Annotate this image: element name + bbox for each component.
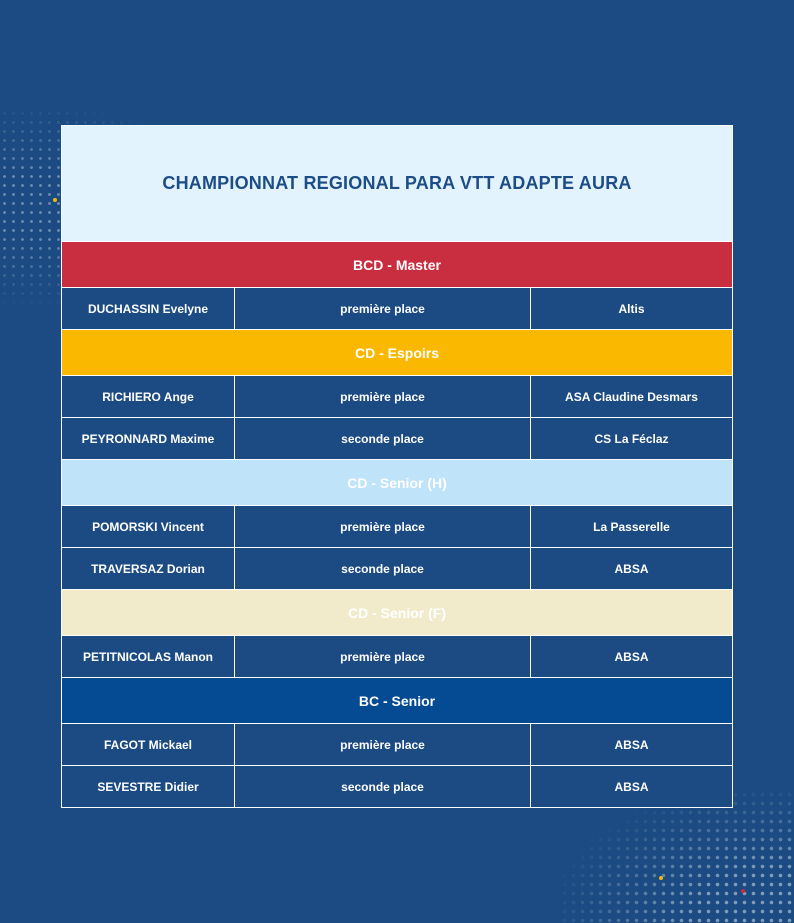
club-cell: ABSA (614, 737, 649, 752)
decorative-yellow-dot (53, 198, 57, 202)
athlete-name-cell: DUCHASSIN Evelyne (62, 288, 235, 329)
athlete-name-cell: POMORSKI Vincent (62, 506, 235, 547)
page-title: CHAMPIONNAT REGIONAL PARA VTT ADAPTE AUR… (162, 173, 632, 193)
title-band: CHAMPIONNAT REGIONAL PARA VTT ADAPTE AUR… (62, 126, 732, 241)
placement-cell: première place (235, 506, 531, 547)
results-table-body: BCD - Master DUCHASSIN Evelyne première pl… (62, 241, 732, 807)
club-cell: ABSA (614, 649, 649, 664)
athlete-name-cell: PETITNICOLAS Manon (62, 636, 235, 677)
placement-cell: seconde place (235, 548, 531, 589)
category-header: CD - Senior (H) (62, 459, 732, 505)
club-cell: CS La Féclaz (594, 431, 669, 446)
placement-cell: première place (235, 636, 531, 677)
category-header: CD - Senior (F) (62, 589, 732, 635)
table-row: TRAVERSAZ Dorian seconde place ABSA (62, 547, 732, 589)
results-table: CHAMPIONNAT REGIONAL PARA VTT ADAPTE AUR… (61, 125, 733, 808)
placement-cell: première place (235, 288, 531, 329)
decorative-dot-pattern-bottom-right (560, 790, 794, 923)
athlete-name-cell: FAGOT Mickael (62, 724, 235, 765)
table-row: PETITNICOLAS Manon première place ABSA (62, 635, 732, 677)
category-header: BC - Senior (62, 677, 732, 723)
athlete-name-cell: SEVESTRE Didier (62, 766, 235, 807)
category-header: CD - Espoirs (62, 329, 732, 375)
athlete-name-cell: TRAVERSAZ Dorian (62, 548, 235, 589)
club-cell: ABSA (614, 561, 649, 576)
club-cell: ABSA (614, 779, 649, 794)
table-row: POMORSKI Vincent première place La Passere… (62, 505, 732, 547)
club-cell: ASA Claudine Desmars (565, 389, 698, 404)
placement-cell: première place (235, 724, 531, 765)
table-row: SEVESTRE Didier seconde place ABSA (62, 765, 732, 807)
table-row: DUCHASSIN Evelyne première place Altis (62, 287, 732, 329)
athlete-name-cell: RICHIERO Ange (62, 376, 235, 417)
table-row: RICHIERO Ange première place ASA Claudine … (62, 375, 732, 417)
placement-cell: seconde place (235, 766, 531, 807)
placement-cell: première place (235, 376, 531, 417)
table-row: PEYRONNARD Maxime seconde place CS La Fécl… (62, 417, 732, 459)
placement-cell: seconde place (235, 418, 531, 459)
category-header: BCD - Master (62, 241, 732, 287)
club-cell: La Passerelle (593, 519, 670, 534)
athlete-name-cell: PEYRONNARD Maxime (62, 418, 235, 459)
decorative-yellow-dot (659, 876, 663, 880)
decorative-red-dot (741, 889, 745, 893)
club-cell: Altis (618, 301, 645, 316)
table-row: FAGOT Mickael première place ABSA (62, 723, 732, 765)
